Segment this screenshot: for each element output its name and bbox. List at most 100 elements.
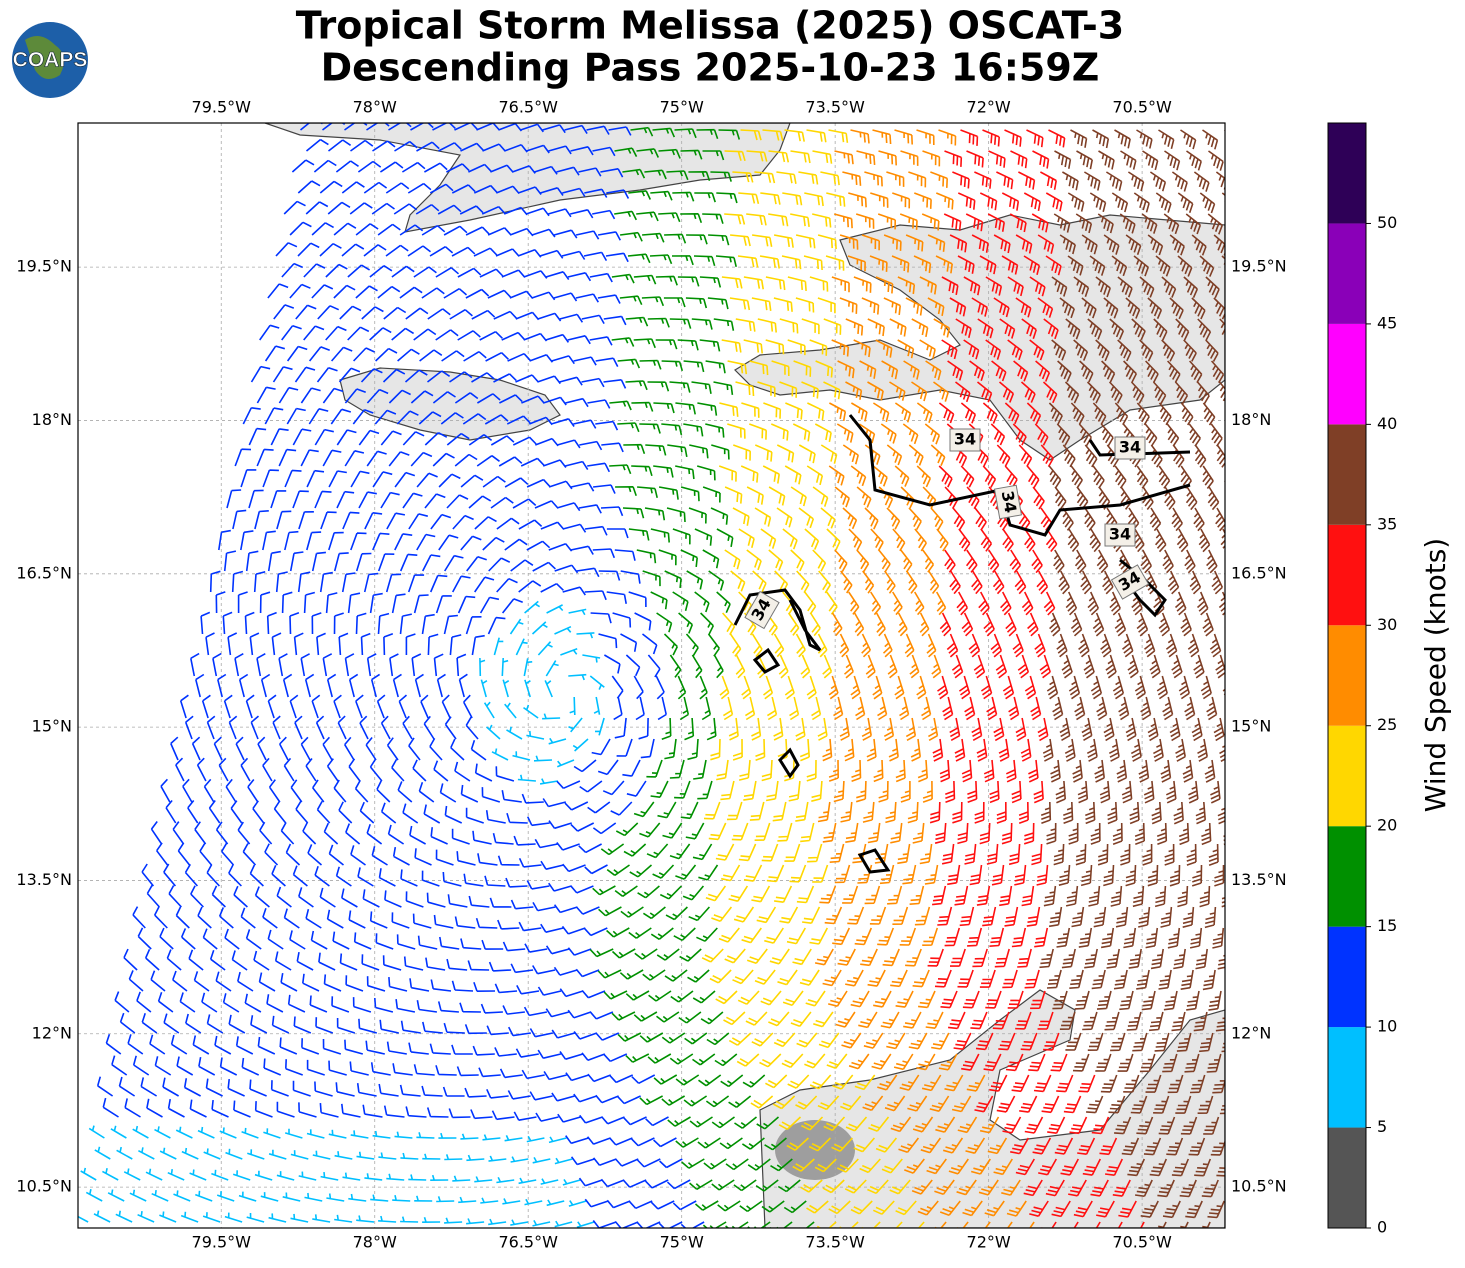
wind-barb bbox=[837, 360, 855, 379]
wind-barb bbox=[953, 1032, 972, 1050]
wind-barb bbox=[380, 430, 402, 446]
wind-barb bbox=[270, 428, 289, 446]
wind-barb bbox=[1173, 948, 1186, 970]
wind-barb bbox=[688, 507, 707, 524]
wind-barb bbox=[1177, 885, 1189, 908]
wind-barb bbox=[1001, 255, 1019, 275]
wind-barb bbox=[974, 171, 992, 189]
wind-barb bbox=[743, 276, 764, 290]
wind-barb bbox=[974, 801, 985, 824]
wind-barb bbox=[811, 780, 823, 802]
wind-barb bbox=[297, 180, 321, 194]
wind-barb bbox=[554, 1157, 573, 1165]
wind-barb bbox=[606, 591, 627, 604]
wind-barb bbox=[195, 1190, 213, 1202]
wind-barb bbox=[359, 715, 369, 740]
wind-barb bbox=[333, 552, 349, 572]
wind-barb bbox=[706, 1032, 730, 1046]
wind-barb bbox=[335, 1082, 355, 1097]
wind-barb bbox=[862, 801, 875, 823]
wind-barb bbox=[176, 1056, 194, 1076]
wind-barb bbox=[159, 1211, 177, 1223]
wind-barb bbox=[935, 255, 953, 274]
wind-barb bbox=[235, 1036, 254, 1055]
wind-barb bbox=[232, 1170, 251, 1181]
wind-barb bbox=[319, 242, 342, 257]
wind-barb bbox=[1018, 171, 1036, 190]
wind-barb bbox=[151, 1189, 169, 1202]
wind-barb bbox=[1045, 528, 1058, 552]
wind-barb bbox=[705, 423, 725, 438]
wind-barb bbox=[1143, 780, 1155, 804]
wind-barb bbox=[462, 413, 487, 425]
wind-barb bbox=[889, 318, 907, 337]
wind-barb bbox=[990, 633, 1003, 658]
wind-barb bbox=[1153, 318, 1168, 341]
wind-barb bbox=[1109, 591, 1121, 616]
wind-barb bbox=[828, 129, 849, 143]
wind-barb bbox=[987, 549, 1000, 573]
wind-barb bbox=[642, 570, 661, 587]
wind-barb bbox=[1034, 927, 1049, 948]
wind-barb bbox=[719, 675, 730, 700]
wind-barb bbox=[1015, 717, 1027, 742]
wind-barb bbox=[542, 124, 566, 134]
wind-barb bbox=[1142, 486, 1154, 510]
wind-barb bbox=[413, 594, 429, 614]
wind-barb bbox=[1180, 402, 1194, 426]
wind-barb bbox=[247, 1149, 265, 1160]
wind-barb bbox=[966, 1074, 986, 1092]
wind-barb bbox=[746, 213, 767, 226]
wind-barb bbox=[548, 480, 573, 490]
wind-barb bbox=[357, 160, 382, 173]
wind-barb bbox=[333, 694, 342, 719]
wind-barb bbox=[1118, 1200, 1137, 1218]
wind-barb bbox=[850, 990, 870, 1008]
wind-barb bbox=[449, 634, 462, 656]
wind-barb bbox=[853, 339, 871, 358]
wind-barb bbox=[348, 910, 366, 929]
wind-barb bbox=[929, 801, 941, 824]
wind-barb bbox=[499, 394, 523, 404]
wind-barb bbox=[669, 654, 682, 678]
wind-barb bbox=[330, 408, 352, 425]
wind-barb bbox=[1103, 234, 1120, 255]
wind-barb bbox=[463, 351, 487, 362]
wind-barb bbox=[291, 159, 315, 173]
wind-barb bbox=[1099, 780, 1111, 804]
wind-barb bbox=[523, 704, 539, 719]
wind-barb bbox=[259, 821, 273, 845]
wind-barb bbox=[80, 1167, 97, 1181]
wind-barb bbox=[1056, 1074, 1074, 1093]
wind-barb bbox=[427, 370, 451, 383]
wind-barb bbox=[766, 864, 785, 883]
wind-barb bbox=[875, 339, 893, 358]
wind-barb bbox=[267, 694, 277, 719]
wind-barb bbox=[196, 757, 207, 782]
wind-barb bbox=[917, 759, 928, 783]
wind-barb bbox=[496, 517, 520, 530]
wind-barb bbox=[719, 1137, 743, 1150]
wind-barb bbox=[336, 429, 357, 446]
wind-barb bbox=[486, 1025, 509, 1036]
wind-barb bbox=[933, 381, 949, 402]
wind-barb bbox=[180, 1211, 199, 1223]
wind-barb bbox=[717, 1200, 741, 1212]
wind-barb bbox=[432, 391, 456, 404]
wind-barb bbox=[701, 696, 712, 721]
wind-barb bbox=[153, 906, 168, 929]
wind-barb bbox=[110, 1125, 127, 1139]
wind-barb bbox=[940, 990, 958, 1009]
wind-barb bbox=[986, 843, 999, 865]
wind-barb bbox=[1198, 528, 1211, 553]
wind-barb bbox=[383, 633, 394, 656]
wind-barb bbox=[927, 234, 946, 252]
wind-barb bbox=[430, 827, 448, 845]
wind-barb bbox=[245, 550, 259, 572]
wind-barb bbox=[349, 202, 373, 215]
wind-barb bbox=[497, 919, 520, 930]
wind-barb bbox=[595, 1094, 619, 1104]
wind-barb bbox=[831, 1137, 853, 1152]
wind-barb bbox=[1069, 1116, 1088, 1135]
wind-barb bbox=[163, 863, 177, 887]
